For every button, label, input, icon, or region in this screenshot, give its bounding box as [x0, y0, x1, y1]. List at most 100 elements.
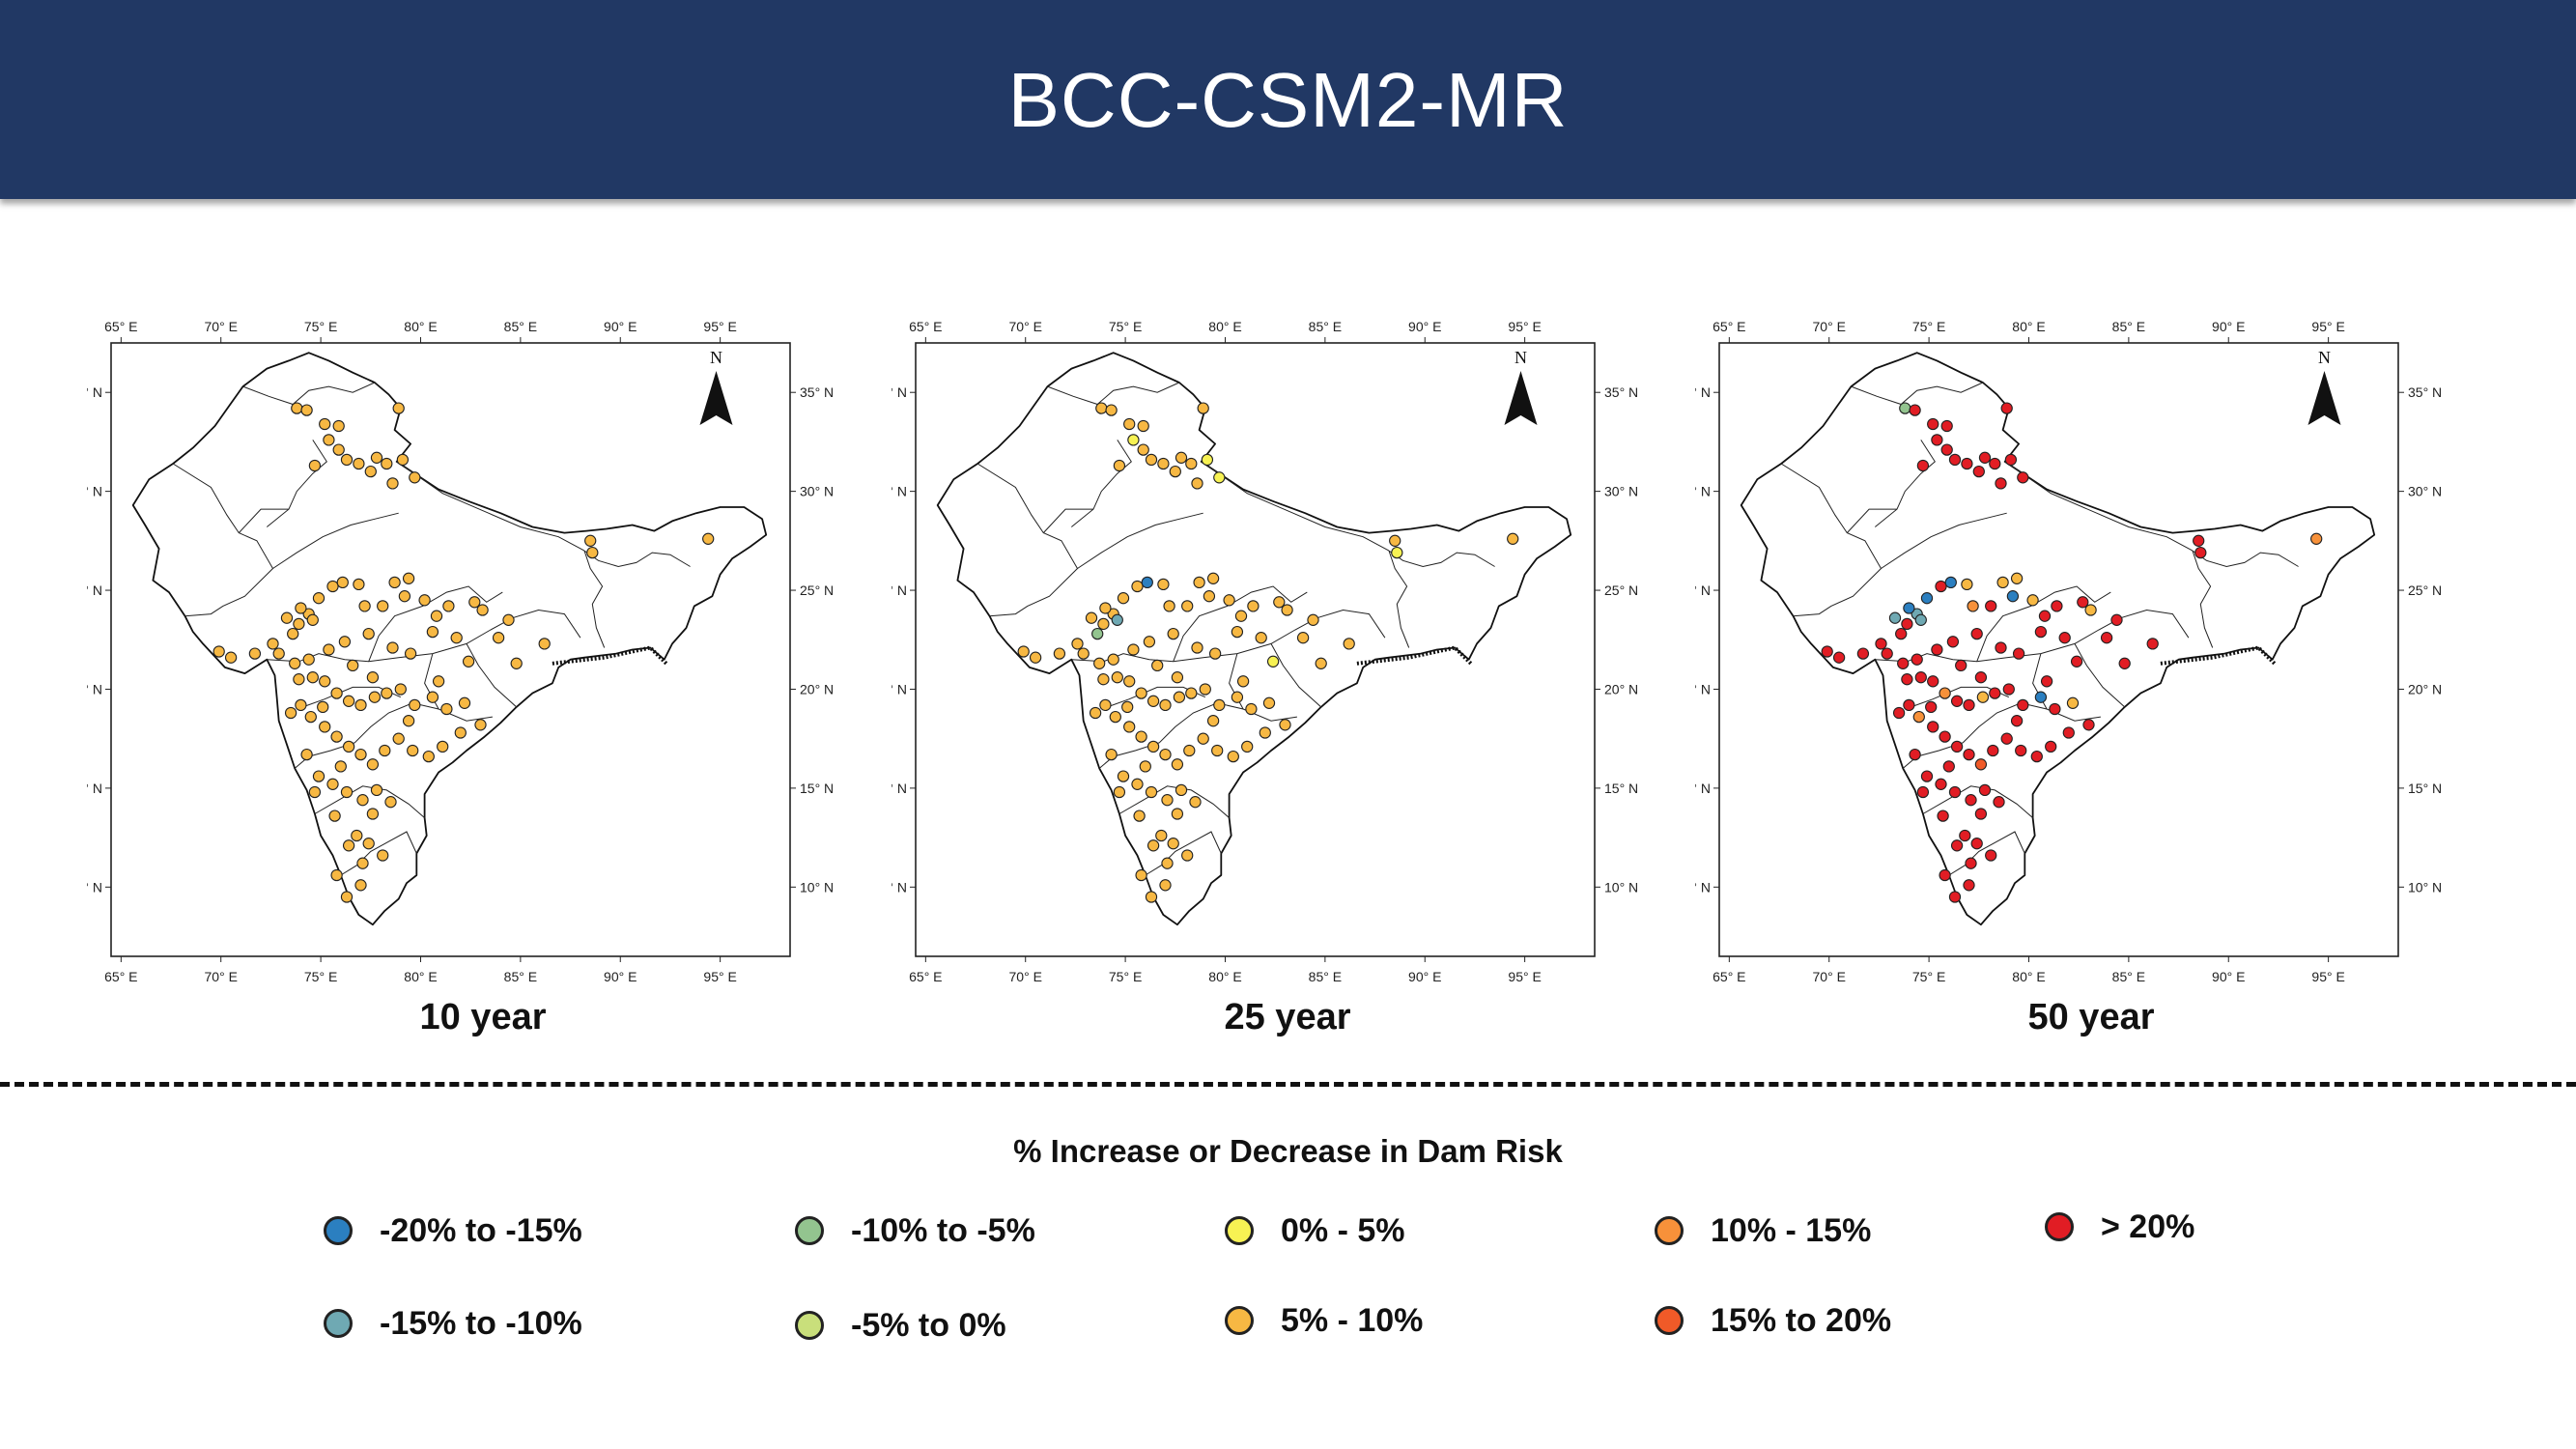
- dam-point: [1131, 580, 1144, 593]
- dam-point: [2002, 683, 2015, 696]
- x-tick-label: 65° E: [104, 969, 137, 984]
- dam-point: [1155, 829, 1168, 842]
- state-boundary: [977, 463, 1079, 617]
- y-tick-label: 15° N: [2408, 781, 2442, 796]
- dam-point: [1892, 706, 1906, 720]
- dam-point: [342, 695, 355, 707]
- dam-point: [1234, 610, 1248, 622]
- dam-point: [308, 785, 322, 799]
- dam-point: [319, 417, 331, 431]
- dam-point: [340, 891, 354, 903]
- x-tick-label: 65° E: [104, 319, 137, 334]
- map-panel-25-year: 65° E 65° E 70° E 70° E 75° E 75° E 80° E 80° E…: [892, 309, 1684, 1037]
- dam-point: [1201, 453, 1214, 467]
- dam-point: [280, 611, 294, 624]
- dam-point: [1193, 576, 1205, 589]
- dam-point: [340, 785, 354, 799]
- dam-point: [1995, 641, 2007, 654]
- y-tick-label: 15° N: [87, 781, 102, 796]
- dam-point: [1961, 457, 1973, 470]
- x-tick-label: 75° E: [304, 319, 337, 334]
- dam-point: [2026, 594, 2039, 607]
- dam-point: [1927, 417, 1939, 431]
- dam-point: [1213, 698, 1226, 712]
- dam-point: [1105, 404, 1118, 416]
- y-tick-label: 25° N: [1604, 582, 1638, 598]
- dam-point: [293, 617, 305, 631]
- dam-point: [2084, 604, 2097, 616]
- dam-point: [2038, 610, 2052, 622]
- dam-point: [440, 702, 453, 716]
- dam-point: [2062, 726, 2075, 739]
- figure-title: BCC-CSM2-MR: [1007, 57, 1569, 143]
- state-boundary: [583, 550, 691, 568]
- dam-point: [2012, 647, 2025, 660]
- dam-point: [1121, 700, 1134, 714]
- dam-point: [224, 651, 238, 664]
- dam-point: [1940, 443, 1953, 456]
- x-tick-label: 85° E: [504, 319, 537, 334]
- x-tick-label: 95° E: [2311, 969, 2344, 984]
- dam-point: [1266, 655, 1280, 668]
- y-tick-label: 30° N: [87, 484, 102, 499]
- dam-point: [2100, 632, 2113, 644]
- dam-point: [1097, 673, 1110, 686]
- dam-point: [1171, 758, 1184, 771]
- dam-point: [1241, 740, 1254, 753]
- north-label: N: [1514, 348, 1527, 367]
- dam-point: [2040, 675, 2053, 688]
- x-tick-label: 85° E: [2112, 969, 2145, 984]
- dam-point: [312, 592, 326, 605]
- dam-point: [1974, 671, 1988, 684]
- state-boundary: [1875, 609, 2190, 663]
- dam-point: [426, 625, 439, 639]
- y-tick-label: 10° N: [800, 879, 834, 895]
- dam-point: [295, 602, 307, 614]
- dam-point: [2146, 638, 2159, 650]
- dam-point: [368, 691, 382, 703]
- dam-point: [1948, 785, 1962, 799]
- dam-point: [1903, 602, 1915, 614]
- dam-point: [2194, 546, 2207, 559]
- dam-point: [1191, 477, 1203, 490]
- state-boundary: [466, 643, 518, 708]
- y-tick-label: 35° N: [87, 384, 102, 400]
- x-tick-label: 90° E: [2212, 319, 2245, 334]
- dam-point: [1133, 810, 1146, 822]
- map-50-year: 65° E 65° E 70° E 70° E 75° E 75° E 80° E 80° E…: [1695, 319, 2442, 984]
- dam-point: [2034, 691, 2048, 703]
- dam-point: [1223, 594, 1235, 607]
- dam-point: [212, 645, 225, 658]
- dam-point: [1159, 748, 1172, 761]
- state-boundary: [2192, 550, 2299, 568]
- dam-point: [287, 627, 299, 640]
- panel-label-50-year: 50 year: [2027, 997, 2155, 1037]
- dam-point: [1931, 434, 1943, 446]
- dam-point: [1955, 659, 1967, 672]
- state-boundary: [2074, 643, 2126, 708]
- state-boundary: [368, 585, 503, 662]
- dam-point: [1963, 698, 1975, 712]
- dam-point: [366, 758, 380, 771]
- dam-point: [1157, 578, 1170, 591]
- dam-point: [377, 600, 389, 612]
- dam-point: [1948, 891, 1962, 903]
- dam-point: [1939, 730, 1951, 743]
- dam-point: [1145, 891, 1158, 903]
- y-tick-label: 30° N: [1695, 484, 1711, 499]
- dam-point: [2082, 719, 2095, 731]
- dam-point: [295, 698, 307, 712]
- dam-point: [1146, 839, 1160, 852]
- legend-swatch: [1225, 1306, 1254, 1335]
- dam-point: [2017, 471, 2029, 484]
- dam-point: [1085, 611, 1098, 624]
- dam-point: [1143, 636, 1156, 648]
- dam-point: [1307, 613, 1319, 626]
- dam-point: [1950, 740, 1964, 753]
- dam-point: [1985, 849, 1997, 862]
- country-outline: [936, 352, 1572, 926]
- dam-point: [272, 647, 285, 660]
- y-tick-label: 15° N: [800, 781, 834, 796]
- dam-point: [1927, 675, 1939, 688]
- dam-point: [1950, 839, 1964, 852]
